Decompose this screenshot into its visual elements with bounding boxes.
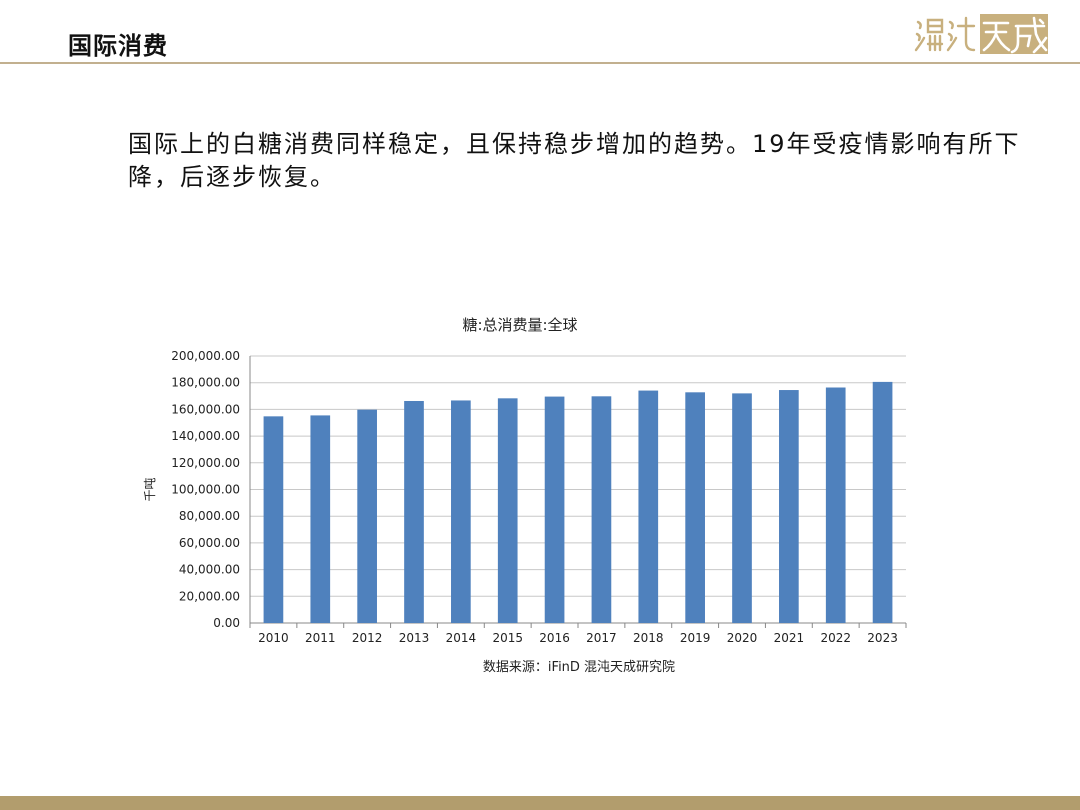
x-tick-label: 2020 — [727, 631, 758, 645]
footer-bar — [0, 796, 1080, 810]
x-tick-label: 2016 — [539, 631, 570, 645]
x-tick-label: 2013 — [399, 631, 430, 645]
bar — [404, 400, 424, 623]
bar — [685, 392, 705, 623]
y-tick-label: 120,000.00 — [171, 456, 240, 470]
y-tick-label: 200,000.00 — [171, 349, 240, 363]
bar — [732, 393, 752, 623]
x-tick-label: 2017 — [586, 631, 617, 645]
x-tick-label: 2022 — [820, 631, 851, 645]
chart-title: 糖:总消费量:全球 — [462, 316, 578, 334]
bar — [591, 396, 612, 623]
bar — [497, 398, 518, 623]
bar — [451, 400, 471, 623]
y-tick-label: 100,000.00 — [171, 483, 240, 497]
y-tick-label: 60,000.00 — [179, 536, 240, 550]
bar — [357, 409, 377, 623]
x-tick-label: 2010 — [258, 631, 289, 645]
x-tick-label: 2011 — [305, 631, 336, 645]
bar — [310, 415, 331, 623]
page-title: 国际消费 — [68, 32, 168, 60]
header-divider — [0, 62, 1080, 64]
x-tick-label: 2015 — [492, 631, 523, 645]
y-tick-label: 160,000.00 — [171, 402, 240, 416]
x-tick-label: 2018 — [633, 631, 664, 645]
bar-chart: 0.00 20,000.00 40,000.00 60,000.00 80,000.00… — [143, 349, 907, 645]
bar — [779, 390, 799, 623]
y-tick-label: 40,000.00 — [179, 563, 240, 577]
bar — [872, 381, 893, 623]
y-tick-label: 80,000.00 — [179, 509, 240, 523]
y-tick-label: 0.00 — [213, 616, 240, 630]
x-tick-label: 2019 — [680, 631, 711, 645]
y-tick-label: 180,000.00 — [171, 376, 240, 390]
summary-text: 国际上的白糖消费同样稳定，且保持稳步增加的趋势。19年受疫情影响有所下降，后逐步… — [128, 130, 1021, 191]
x-tick-label: 2021 — [774, 631, 805, 645]
bar — [263, 416, 284, 623]
bar — [544, 396, 565, 623]
bar — [638, 390, 659, 623]
x-tick-label: 2014 — [446, 631, 477, 645]
data-source: 数据来源：iFinD 混沌天成研究院 — [482, 660, 676, 675]
bar — [825, 387, 846, 623]
y-tick-label: 20,000.00 — [179, 589, 240, 603]
y-axis-label: 千吨 — [143, 477, 157, 501]
brand-logo — [914, 14, 1048, 54]
x-tick-label: 2012 — [352, 631, 383, 645]
y-tick-label: 140,000.00 — [171, 429, 240, 443]
x-tick-label: 2023 — [867, 631, 898, 645]
